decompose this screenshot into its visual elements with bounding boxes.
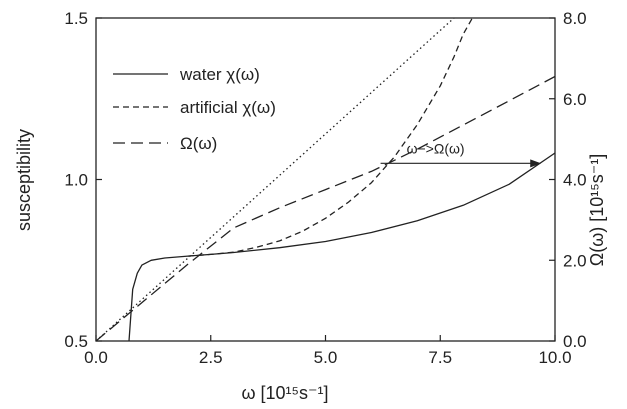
x-tick-label: 5.0 (314, 348, 338, 367)
y-axis-label: susceptibility (14, 129, 34, 231)
x-tick-label: 2.5 (199, 348, 223, 367)
x-tick-label: 10.0 (538, 348, 571, 367)
x-axis-label: ω [10¹⁵s⁻¹] (241, 383, 328, 403)
y-tick-label: 1.0 (64, 171, 88, 190)
tick-layer: 0.0 2.5 5.0 7.5 10.0 0.5 1.0 1.5 0.0 2.0 4.0 6.0 8.0 (64, 9, 586, 367)
x-tick-label: 7.5 (428, 348, 452, 367)
x-tick-label: 0.0 (84, 348, 108, 367)
y2-tick-label: 8.0 (563, 9, 587, 28)
plot-frame (95, 17, 556, 342)
y2-tick-label: 6.0 (563, 90, 587, 109)
series-line-3 (96, 18, 455, 341)
legend-label-omega: Ω(ω) (180, 134, 217, 153)
series-line-2 (96, 75, 555, 341)
series-line-1 (187, 18, 473, 257)
annotation-label: ω−>Ω(ω) (407, 140, 465, 156)
y-tick-label: 0.5 (64, 332, 88, 351)
y2-tick-label: 0.0 (563, 332, 587, 351)
y2-tick-label: 2.0 (563, 251, 587, 270)
series-line-0 (128, 152, 555, 341)
annotation-layer: ω−>Ω(ω) (380, 140, 542, 168)
y2-axis-label: Ω(ω) [10¹⁵s⁻¹] (587, 154, 607, 266)
legend-label-artificial: artificial χ(ω) (180, 98, 276, 117)
series-layer (96, 18, 555, 341)
y2-tick-label: 4.0 (563, 171, 587, 190)
legend: water χ(ω) artificial χ(ω) Ω(ω) (113, 65, 276, 153)
y-tick-label: 1.5 (64, 9, 88, 28)
annotation-arrowhead (530, 159, 542, 168)
legend-label-water: water χ(ω) (179, 65, 260, 84)
